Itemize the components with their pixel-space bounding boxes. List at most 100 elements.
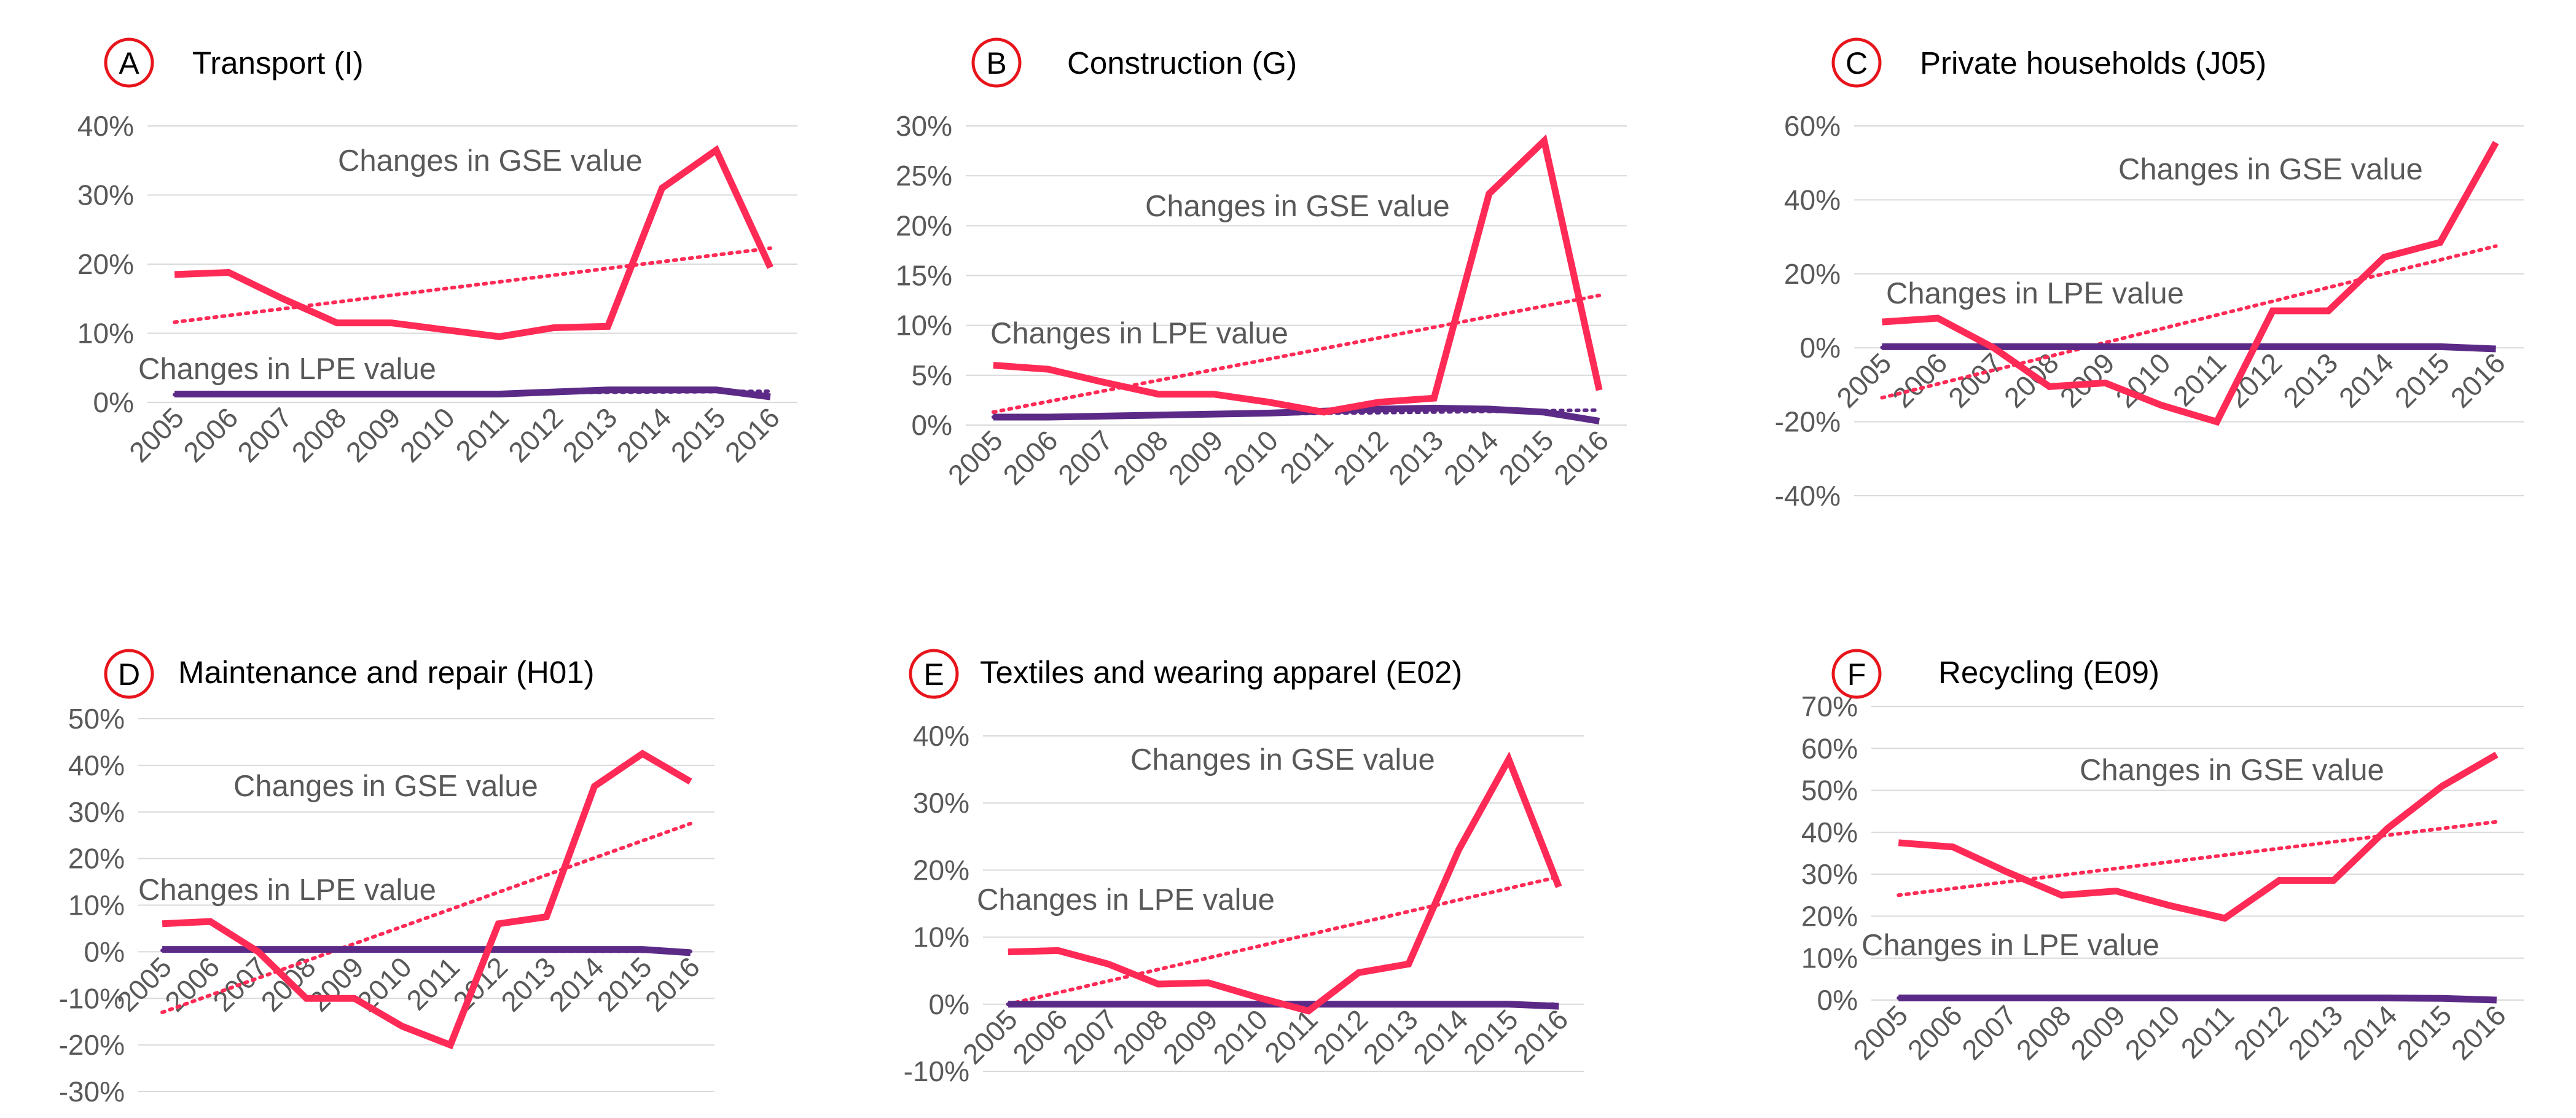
x-tick-label: 2011 (1274, 424, 1339, 490)
series-line-gse (174, 145, 773, 340)
x-tick-label: 2007 (231, 401, 298, 468)
x-tick-label: 2016 (1507, 1003, 1574, 1070)
x-tick-label: 2016 (1548, 424, 1615, 491)
y-tick-label: 0% (1817, 984, 1858, 1016)
x-tick-label: 2012 (1307, 1003, 1374, 1070)
trendline-gse (1880, 244, 2498, 400)
y-tick-label: 25% (896, 160, 952, 192)
x-tick-label: 2009 (303, 951, 370, 1018)
x-tick-label: 2016 (2445, 347, 2511, 414)
trendline-gse (991, 293, 1602, 414)
annotation-gse: Changes in GSE value (2118, 153, 2423, 186)
x-tick-label: 2010 (351, 951, 418, 1018)
x-tick-label: 2014 (543, 951, 610, 1018)
annotation-lpe: Changes in LPE value (138, 874, 436, 907)
annotation-lpe: Changes in LPE value (990, 317, 1288, 350)
x-tick-label: 2009 (1157, 1003, 1224, 1070)
trendline-gse (173, 246, 772, 324)
panel-letter: B (986, 46, 1006, 80)
y-tick-label: 0% (84, 936, 125, 968)
x-tick-label: 2015 (2390, 999, 2457, 1066)
x-tick-label: 2014 (1407, 1003, 1474, 1070)
x-tick-label: 2007 (1052, 424, 1119, 491)
trendline-gse (1897, 819, 2499, 897)
panel-letter: A (119, 46, 139, 80)
series-line-gse (1008, 751, 1562, 1015)
x-tick-label: 2008 (1106, 1003, 1173, 1070)
series-line-gse (1898, 751, 2499, 922)
series-line-lpe (1898, 995, 2497, 1004)
y-tick-label: 30% (77, 179, 134, 211)
x-tick-label: 2016 (2445, 999, 2512, 1066)
x-tick-label: 2011 (2175, 999, 2241, 1065)
series-line-lpe (993, 404, 1600, 424)
annotation-lpe: Changes in LPE value (1886, 277, 2184, 310)
chart-panel-b: 0%5%10%15%20%25%30%200520062007200820092… (896, 37, 1627, 491)
annotation-gse: Changes in GSE value (338, 144, 643, 178)
y-tick-label: 0% (929, 988, 969, 1020)
series-line-lpe (174, 386, 771, 401)
x-tick-label: 2011 (2167, 347, 2233, 413)
panel-title: Transport (I) (192, 45, 364, 80)
x-tick-label: 2015 (2389, 347, 2456, 414)
y-tick-label: 15% (896, 260, 952, 292)
x-tick-label: 2012 (1327, 424, 1394, 491)
panel-title: Construction (G) (1067, 45, 1297, 80)
series-line-lpe (162, 946, 691, 956)
x-tick-label: 2014 (2336, 999, 2403, 1066)
panel-title: Maintenance and repair (H01) (178, 655, 595, 690)
y-tick-label: 60% (1784, 110, 1841, 142)
x-tick-label: 2006 (996, 424, 1063, 491)
y-tick-label: 10% (913, 921, 969, 953)
x-tick-label: 2011 (449, 401, 515, 467)
x-tick-label: 2009 (2064, 999, 2131, 1066)
y-tick-label: -40% (1775, 480, 1841, 512)
x-tick-label: 2013 (1357, 1003, 1424, 1070)
panel-badge (971, 37, 1022, 88)
y-tick-label: 0% (912, 409, 952, 441)
y-tick-label: -20% (59, 1029, 125, 1061)
series-line-gse (1882, 141, 2499, 426)
annotation-lpe: Changes in LPE value (1862, 929, 2159, 962)
x-tick-label: 2013 (2277, 347, 2344, 414)
series-line-gse (993, 134, 1603, 416)
y-tick-label: 0% (93, 386, 134, 418)
annotation-gse: Changes in GSE value (1130, 743, 1435, 776)
x-tick-label: 2014 (2333, 347, 2400, 414)
x-tick-label: 2013 (495, 951, 562, 1018)
annotation-gse: Changes in GSE value (2080, 754, 2384, 787)
x-tick-label: 2011 (400, 951, 466, 1017)
y-tick-label: 30% (68, 796, 125, 828)
y-tick-label: 30% (1801, 858, 1858, 890)
panel-badge (104, 649, 154, 699)
x-tick-label: 2014 (611, 401, 678, 468)
x-tick-label: 2009 (2054, 347, 2121, 414)
y-tick-label: 50% (68, 703, 125, 735)
y-tick-label: 40% (913, 720, 969, 752)
x-tick-label: 2010 (1217, 424, 1284, 491)
panel-badge (909, 649, 959, 699)
x-tick-label: 2009 (340, 401, 407, 468)
y-tick-label: 30% (913, 787, 969, 819)
y-tick-label: 5% (912, 359, 952, 391)
series-line-lpe (1882, 343, 2496, 353)
annotation-lpe: Changes in LPE value (138, 353, 436, 386)
x-tick-label: 2015 (665, 401, 732, 468)
x-tick-label: 2013 (2282, 999, 2349, 1066)
y-tick-label: -10% (904, 1055, 969, 1087)
annotation-gse: Changes in GSE value (233, 770, 538, 803)
y-tick-label: 50% (1801, 775, 1858, 807)
panel-letter: F (1847, 657, 1866, 692)
y-tick-label: 60% (1801, 732, 1858, 764)
panel-letter: C (1846, 46, 1868, 80)
x-tick-label: 2015 (1492, 424, 1559, 491)
x-tick-label: 2013 (556, 401, 623, 468)
x-tick-label: 2010 (2119, 999, 2186, 1066)
x-tick-label: 2007 (1955, 999, 2022, 1066)
x-tick-label: 2008 (1107, 424, 1174, 491)
x-tick-label: 2012 (2221, 347, 2288, 414)
chart-panel-f: 0%10%20%30%40%50%60%70%20052006200720082… (1801, 649, 2524, 1066)
x-tick-label: 2014 (1438, 424, 1505, 491)
